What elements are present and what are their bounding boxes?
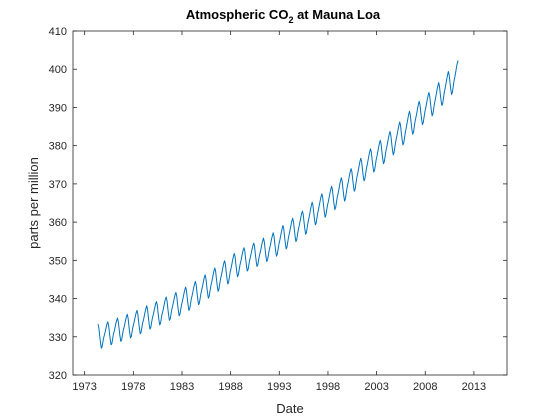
x-tick-label: 1993 xyxy=(267,381,291,393)
x-tick-label: 1998 xyxy=(316,381,340,393)
y-axis-label: parts per million xyxy=(26,157,41,249)
y-tick-label: 320 xyxy=(49,370,67,382)
y-tick-label: 360 xyxy=(49,217,67,229)
y-tick-label: 370 xyxy=(49,179,67,191)
x-axis-ticks: 1973 1978 1983 1988 1993 1998 2003 2008 2013 xyxy=(72,31,486,393)
y-tick-label: 410 xyxy=(49,26,67,38)
x-tick-label: 1988 xyxy=(218,381,242,393)
axes-box xyxy=(72,30,508,376)
plot-area xyxy=(73,31,507,375)
x-tick-label: 2003 xyxy=(364,381,388,393)
y-axis-ticks: 320 330 340 350 360 370 380 390 400 410 xyxy=(49,26,507,382)
series-layer xyxy=(97,60,459,349)
y-tick-label: 400 xyxy=(49,64,67,76)
co2-series-line xyxy=(97,60,459,349)
x-tick-label: 2013 xyxy=(462,381,486,393)
chart-title-suffix: at Mauna Loa xyxy=(293,7,380,22)
x-tick-label: 1978 xyxy=(121,381,145,393)
chart-title-text: Atmospheric CO xyxy=(186,7,289,22)
x-tick-label: 1973 xyxy=(72,381,96,393)
y-tick-label: 330 xyxy=(49,332,67,344)
y-tick-label: 340 xyxy=(49,294,67,306)
chart-title-subscript: 2 xyxy=(288,15,293,25)
x-axis-label: Date xyxy=(276,401,303,416)
y-tick-label: 380 xyxy=(49,141,67,153)
y-tick-label: 390 xyxy=(49,102,67,114)
x-tick-label: 2008 xyxy=(413,381,437,393)
x-tick-label: 1983 xyxy=(170,381,194,393)
y-tick-label: 350 xyxy=(49,255,67,267)
chart-title: Atmospheric CO2 at Mauna Loa xyxy=(186,7,381,25)
